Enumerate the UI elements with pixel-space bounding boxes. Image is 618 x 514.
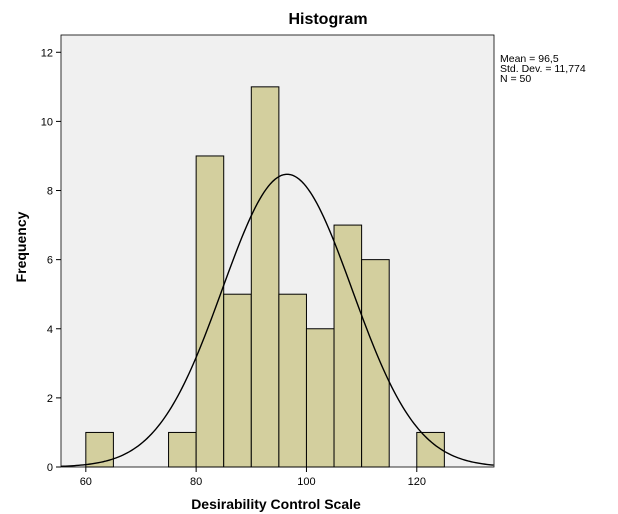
y-tick-label: 0 [47,462,53,474]
normal-curve [60,173,494,468]
x-tick-label: 120 [408,476,426,488]
x-axis: 60 80 100 120 [80,467,426,488]
histogram-bar [195,155,225,468]
histogram-bar [416,431,445,468]
y-tick-label: 4 [47,324,53,336]
bars-group [85,86,445,468]
stats-line: N = 50 [500,73,531,85]
y-axis-label: Frequency [13,211,29,282]
histogram-bar [223,293,252,468]
histogram-bar [85,431,114,468]
x-tick-label: 100 [297,476,315,488]
histogram-bar [278,293,307,468]
y-axis: 0 2 4 6 8 10 12 [41,47,61,474]
y-tick-label: 6 [47,255,53,267]
histogram-bar [250,86,280,468]
histogram-bar [361,259,390,468]
y-tick-label: 12 [41,47,53,59]
x-tick-label: 80 [190,476,202,488]
x-tick-label: 60 [80,476,92,488]
histogram-bar [333,224,363,468]
x-axis-label: Desirability Control Scale [191,496,361,512]
chart-title: Histogram [288,11,367,28]
histogram-bar [168,431,197,468]
stats-line: Mean = 96,5 [500,53,559,65]
histogram-bar [305,328,335,468]
y-tick-label: 10 [41,116,53,128]
y-tick-label: 2 [47,393,53,405]
y-tick-label: 8 [47,186,53,198]
stats-line: Std. Dev. = 11,774 [500,63,586,75]
